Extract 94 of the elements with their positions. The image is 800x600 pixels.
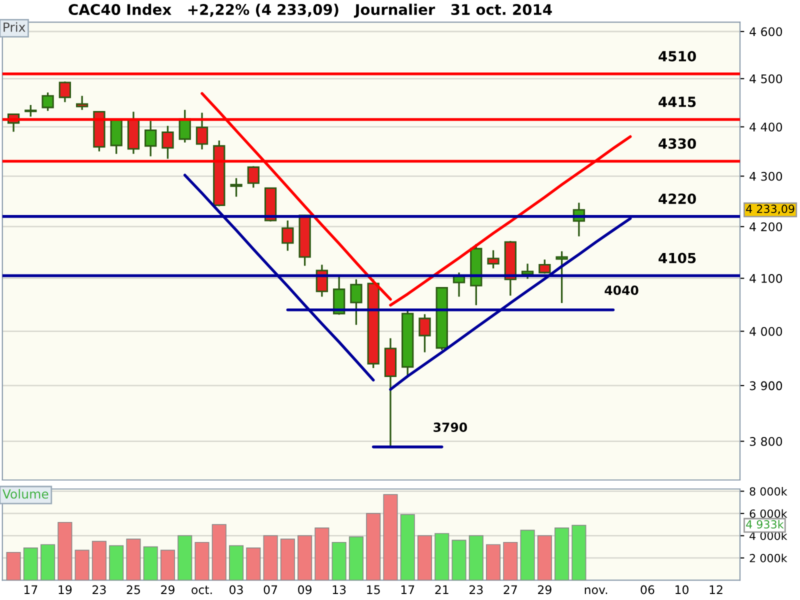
y-tick-label: 4 300 [750,172,782,181]
series-label: 3790 [434,422,468,432]
bar [537,535,552,580]
chart-title: Volume [2,489,48,499]
bar [314,528,330,580]
candlestick [521,262,534,280]
x-tick-label: oct. [192,586,212,594]
y-tick-label: 4 600 [750,27,782,36]
y-tick-label: 4 000 [750,326,782,336]
bar [503,542,518,580]
bar [229,545,244,580]
text: 4 933k [746,520,784,529]
bar [194,542,210,580]
candlestick [247,165,260,188]
x-tick-label: 25 [126,585,140,594]
x-tick-label: 03 [230,585,243,594]
bar [92,540,106,580]
candlestick [230,177,242,198]
candlestick [58,80,72,103]
x-tick-label: 23 [92,585,106,594]
bar [400,514,415,580]
bar [6,552,21,580]
x-tick-label: 17 [24,585,38,594]
x-tick-label: 13 [332,585,346,594]
y-tick-label: 4 200 [750,222,782,232]
bar [434,533,450,580]
candlestick [418,313,431,354]
bar [23,548,38,580]
bar [212,524,226,580]
candlestick [42,92,54,112]
bar [58,522,72,580]
bar [332,542,346,580]
bar [109,545,124,580]
y-tick-label: 4 500 [750,74,782,84]
ref-line-label: 4330 [658,138,696,149]
bar [572,524,586,580]
candlestick [162,125,174,160]
x-tick-label: 12 [710,585,722,594]
candlestick [538,258,551,274]
x-tick-label: 09 [298,585,312,594]
bar [417,535,432,580]
x-tick-label: 17 [401,585,414,594]
x-tick-label: 07 [264,585,278,594]
ref-line-label: 4510 [658,50,696,62]
series-label: 4040 [604,286,638,295]
bar [246,548,261,580]
x-tick-label: nov. [584,587,608,594]
bar [468,535,484,580]
x-tick-label: 23 [469,585,483,594]
bar [40,544,56,580]
bar [383,494,398,580]
bar [263,535,278,580]
y-tick-label: 8 000k [750,487,788,496]
chart-title: CAC40 Index +2,22% (4 233,09) Journalier 31 oct. 2014 [68,4,552,18]
candlestick [76,95,88,111]
x-tick-label: 29 [161,585,174,594]
ref-line-label: 4415 [658,96,696,108]
bar [554,528,570,580]
candlestick [556,250,568,304]
bar [143,546,158,580]
candlestick [196,112,208,150]
bar [126,538,141,580]
y-tick-label: 2 000k [750,554,788,562]
bar [298,535,312,580]
bar [178,535,192,580]
x-tick-label: 21 [435,585,448,594]
y-tick-label: 6 000k [750,509,788,518]
y-tick-label: 3 800 [750,436,782,446]
candlestick [144,120,157,158]
candlestick [487,249,500,270]
bar [348,536,364,580]
x-tick-label: 06 [640,585,654,594]
bar [486,544,501,580]
candlestick [282,220,294,252]
bar [74,550,90,580]
x-tick-label: 15 [367,585,380,594]
bar [520,530,535,580]
candlestick [24,104,37,118]
x-tick-label: 29 [538,585,552,594]
ref-line-label: 4105 [658,252,696,264]
bar [280,538,295,580]
x-tick-label: 10 [676,585,688,594]
chart-subtitle: Prix [4,22,26,32]
text: 4 233,09 [746,204,794,214]
y-tick-label: 4 400 [750,122,782,132]
x-tick-label: 19 [58,585,72,594]
y-tick-label: 3 900 [750,381,782,390]
ref-line-label: 4220 [658,194,696,204]
x-tick-label: 27 [504,585,517,594]
candlestick [350,278,362,326]
bar [160,550,176,580]
bar [452,540,466,580]
y-tick-label: 4 100 [750,274,782,283]
bar [366,513,381,580]
